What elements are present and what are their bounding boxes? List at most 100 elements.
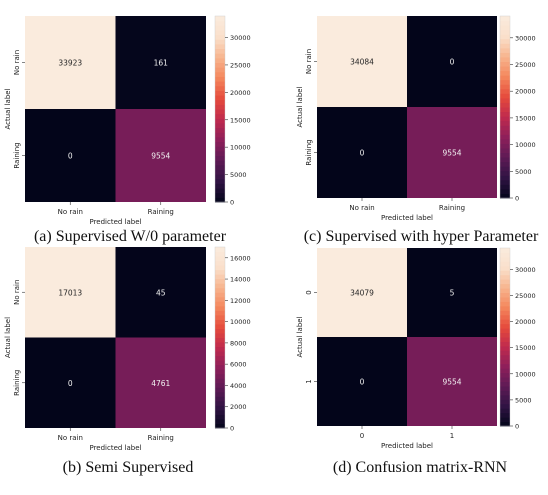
colorbar-segment [500, 283, 510, 289]
y-tick-label: Raining [13, 370, 21, 396]
colorbar-segment [215, 127, 225, 133]
colorbar-tick-label: 5000 [230, 171, 247, 179]
colorbar-segment [500, 301, 510, 307]
colorbar-segment [500, 97, 510, 103]
colorbar-tick-label: 0 [230, 425, 234, 433]
colorbar-segment [500, 47, 510, 53]
colorbar-segment [215, 251, 225, 257]
heatmap-cell [317, 16, 407, 107]
colorbar-segment [215, 99, 225, 105]
colorbar-segment [500, 292, 510, 298]
colorbar-segment [500, 368, 510, 374]
colorbar-segment [500, 43, 510, 49]
caption-d: (d) Confusion matrix-RNN [332, 459, 508, 476]
colorbar-segment [215, 269, 225, 275]
colorbar-segment [500, 138, 510, 144]
caption-a: (a) Supervised W/0 parameter [33, 228, 227, 245]
colorbar-segment [500, 52, 510, 58]
cell-label: 9554 [442, 149, 461, 158]
colorbar-segment [215, 305, 225, 311]
colorbar-segment [500, 179, 510, 185]
x-tick-label: Raining [439, 204, 465, 212]
colorbar-segment [500, 152, 510, 158]
colorbar-segment [215, 188, 225, 194]
colorbar-segment [215, 310, 225, 316]
colorbar-segment [215, 278, 225, 284]
colorbar-segment [215, 164, 225, 170]
colorbar-segment [215, 418, 225, 424]
colorbar-segment [500, 20, 510, 26]
y-tick-label: 1 [305, 379, 313, 383]
colorbar-segment [215, 136, 225, 143]
colorbar-segment [215, 292, 225, 298]
colorbar-segment [215, 155, 225, 161]
heatmap-cell [317, 107, 407, 198]
colorbar-segment [500, 107, 510, 113]
colorbar-segment [215, 174, 225, 180]
caption-c: (c) Supervised with hyper Parameter [303, 228, 539, 245]
colorbar-segment [215, 146, 225, 152]
colorbar-segment [215, 351, 225, 357]
colorbar-segment [215, 414, 225, 420]
colorbar-tick-label: 12000 [230, 297, 251, 305]
colorbar-segment [215, 76, 225, 82]
colorbar-segment [215, 118, 225, 124]
cell-label: 45 [156, 288, 166, 297]
colorbar-segment [500, 305, 510, 311]
colorbar-tick-label: 2000 [230, 403, 247, 411]
colorbar-segment [215, 296, 225, 302]
colorbar-segment [500, 61, 510, 67]
colorbar-segment [215, 423, 225, 429]
colorbar-segment [500, 75, 510, 81]
colorbar-tick-label: 10000 [230, 144, 251, 152]
x-tick-label: 0 [360, 432, 364, 440]
cell-label: 34079 [350, 289, 374, 298]
colorbar-segment [500, 345, 510, 351]
cell-label: 0 [68, 379, 73, 388]
y-tick-label: No rain [305, 49, 313, 74]
colorbar-segment [500, 157, 510, 163]
colorbar-segment [215, 247, 225, 253]
colorbar-segment [500, 34, 510, 40]
cell-label: 0 [450, 58, 455, 67]
colorbar-frame [499, 247, 511, 427]
colorbar-segment [500, 88, 510, 94]
cell-label: 5 [450, 289, 455, 298]
colorbar-segment [215, 29, 225, 36]
colorbar-segment [215, 396, 225, 402]
heatmap-cell [115, 109, 206, 202]
colorbar-segment [500, 328, 510, 334]
colorbar-tick-label: 16000 [230, 254, 251, 262]
cell-label: 4761 [151, 379, 170, 388]
colorbar-segment [500, 38, 510, 44]
colorbar-segment [500, 147, 510, 153]
colorbar-frame [214, 246, 226, 429]
colorbar-segment [500, 279, 510, 285]
colorbar-segment [215, 323, 225, 329]
colorbar-segment [215, 332, 225, 338]
colorbar-segment [215, 192, 225, 198]
colorbar-segment [215, 132, 225, 138]
colorbar-segment [500, 337, 510, 342]
colorbar-segment [500, 129, 510, 135]
cell-label: 0 [68, 152, 73, 161]
colorbar-segment [500, 363, 510, 369]
colorbar-segment [500, 403, 510, 409]
x-tick-label: No rain [58, 434, 83, 442]
colorbar-segment [215, 274, 225, 280]
colorbar-segment [500, 125, 510, 131]
x-tick-label: 1 [450, 432, 454, 440]
colorbar-segment [215, 71, 225, 77]
colorbar-tick-label: 6000 [230, 361, 247, 369]
colorbar-segment [215, 104, 225, 110]
colorbar-segment [500, 25, 510, 31]
colorbar-segment [500, 296, 510, 302]
colorbar-segment [500, 319, 510, 325]
colorbar-segment [215, 400, 225, 406]
colorbar-segment [215, 57, 225, 63]
colorbar-segment [500, 270, 510, 276]
colorbar-segment [500, 261, 510, 267]
colorbar-frame [214, 15, 226, 203]
colorbar-segment [215, 150, 225, 156]
